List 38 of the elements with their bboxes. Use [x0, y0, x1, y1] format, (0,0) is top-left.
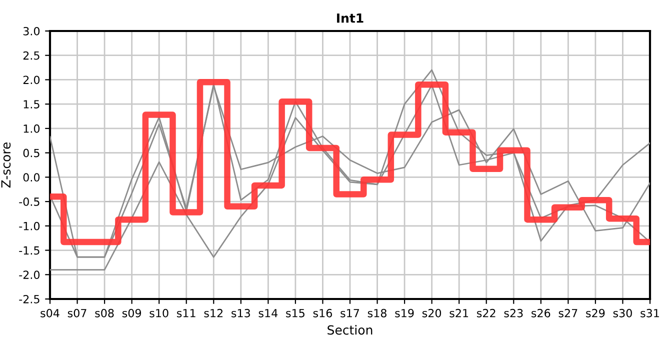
x-tick-label: s12 [204, 308, 222, 318]
x-tick-label: s23 [504, 308, 523, 318]
x-axis-title: Section [328, 325, 372, 335]
x-tick-label: s07 [68, 308, 86, 318]
x-tick-label: s16 [313, 308, 332, 318]
x-tick-label: s18 [368, 308, 386, 318]
y-tick-label: -2.0 [19, 270, 40, 280]
y-axis-title: Z-score [1, 142, 11, 188]
x-tick-label: s13 [232, 308, 250, 318]
y-tick-label: 0.5 [23, 148, 40, 158]
x-tick-label: s31 [640, 308, 659, 318]
x-tick-label: s20 [422, 308, 442, 318]
x-tick-label: s17 [340, 309, 360, 318]
x-tick-label: s15 [286, 309, 304, 318]
chart-title: Int1 [337, 14, 364, 23]
x-tick-label: s09 [122, 308, 141, 318]
y-tick-label: -1.5 [19, 246, 40, 255]
x-tick-label: s22 [477, 308, 496, 318]
x-tick-label: s08 [95, 308, 114, 318]
x-tick-label: s04 [40, 308, 60, 318]
x-tick-label: s29 [586, 308, 605, 318]
y-tick-label: 1.0 [24, 124, 40, 133]
y-tick-label: 2.5 [23, 51, 40, 60]
x-tick-label: s10 [150, 308, 168, 318]
x-tick-label: s21 [450, 308, 468, 318]
x-tick-label: s11 [177, 309, 196, 318]
y-tick-label: -0.5 [19, 198, 40, 206]
x-tick-label: s14 [258, 309, 278, 318]
x-tick-label: s26 [532, 308, 550, 318]
y-tick-label: -2.5 [19, 294, 40, 304]
y-tick-label: 3.0 [23, 26, 40, 36]
y-tick-label: -1.0 [19, 222, 40, 230]
y-tick-label: 1.5 [24, 100, 40, 108]
x-tick-label: s19 [395, 308, 414, 318]
x-tick-label: s30 [613, 308, 632, 318]
y-tick-label: 2.0 [23, 76, 40, 84]
x-tick-label: s27 [558, 308, 578, 318]
y-tick-label: 0.0 [23, 173, 40, 182]
